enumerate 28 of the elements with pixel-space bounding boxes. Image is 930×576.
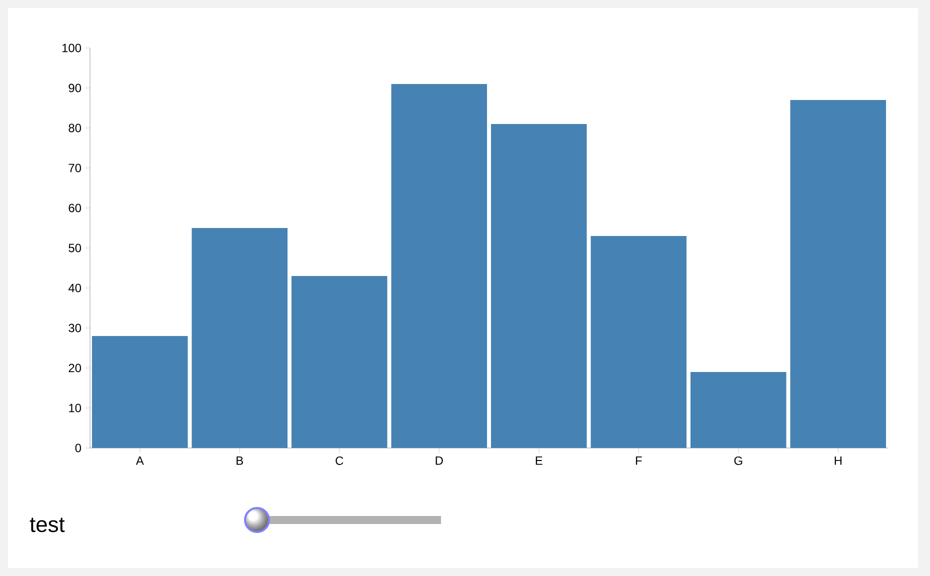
x-tick-label: B [236,456,243,465]
y-tick-label: 10 [69,404,82,412]
y-tick-label: 90 [68,84,82,92]
y-tick-label: 30 [68,324,82,332]
y-tick-label: 80 [68,124,82,132]
bar [192,228,288,448]
bar [790,100,886,448]
bar [391,84,488,448]
y-tick-label: 100 [62,44,82,52]
y-tick-label: 20 [68,364,82,372]
y-tick-label: 70 [68,164,82,172]
bar [690,372,786,448]
x-tick-label: H [834,456,842,465]
y-tick-label: 50 [68,244,82,252]
y-tick-label: 60 [68,204,82,212]
x-tick-label: C [336,456,344,465]
text: test [30,518,65,532]
x-tick-label: G [734,456,742,465]
y-tick-label: 0 [75,444,82,452]
x-tick-label: A [136,456,144,465]
x-tick-label: E [536,456,542,465]
bar [491,124,587,448]
x-tick-label: D [436,456,443,465]
x-tick-label: F [636,456,642,465]
y-tick-label: 40 [68,284,82,292]
bar [92,336,188,448]
bar [590,236,687,448]
bar [292,276,388,448]
